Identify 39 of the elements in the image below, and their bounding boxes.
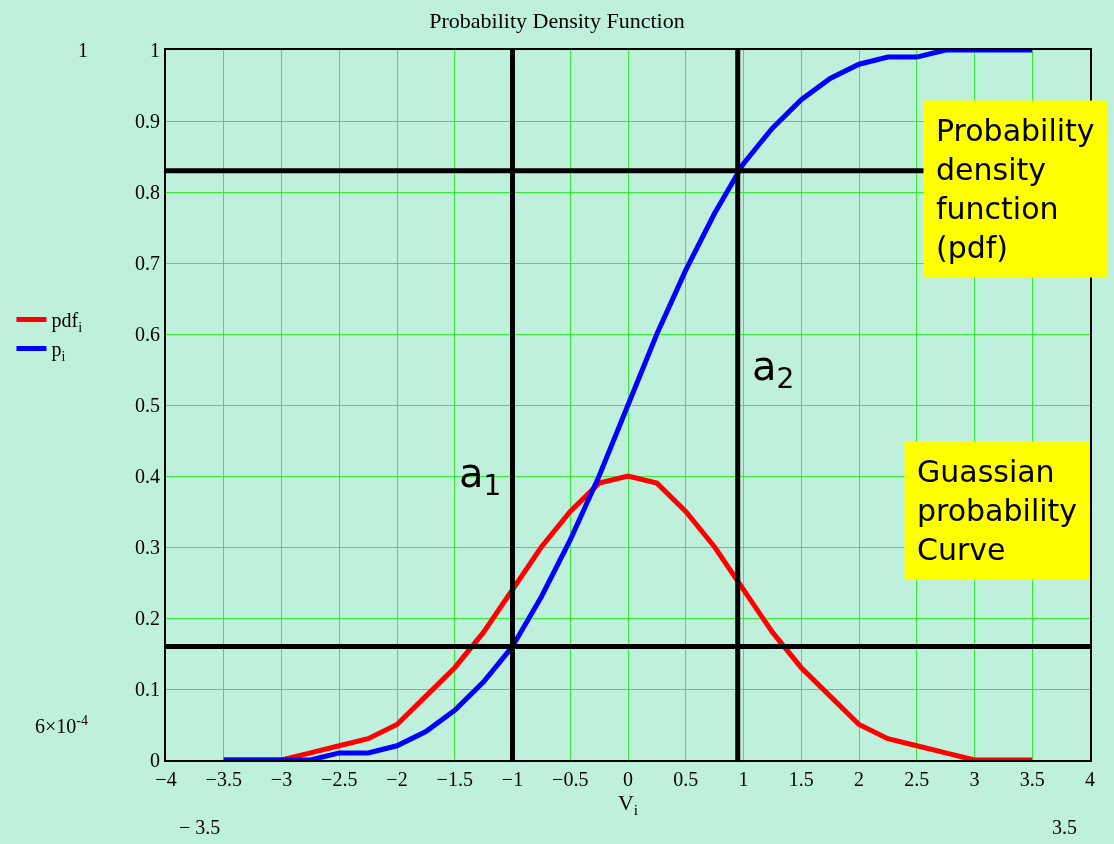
ref-line-label: a$_{2}$ [752,343,795,396]
y-tick-label: 1 [150,39,160,61]
y-tick-label: 0.1 [135,678,160,700]
x-tick-label: 2.5 [904,768,930,790]
x-tick-label: −0.5 [552,768,589,790]
legend-label: p$_{i}$ [51,338,66,364]
x-tick-label: −1.5 [436,768,473,790]
annotation: Guassian probability Curve [917,454,1078,567]
y-tick-label: 0.5 [135,394,160,416]
x-tick-label: 3 [969,768,980,790]
x-tick-label: 4 [1085,768,1095,790]
x-tick-label: 0.5 [673,768,699,790]
x-tick-label: −3 [270,768,293,790]
text: − 3.5 [179,816,221,838]
text: 1 [78,39,88,61]
legend-label: pdf$_{i}$ [51,309,83,335]
x-tick-label: 1.5 [788,768,814,790]
x-tick-label: −4 [155,768,177,790]
y-tick-label: 0.8 [135,181,160,203]
y-tick-label: 0.6 [135,323,160,345]
y-tick-label: 0.4 [135,465,160,487]
text: 6×10$^{-4}$ [35,713,88,738]
y-tick-label: 0 [150,749,160,771]
x-tick-label: −2 [386,768,408,790]
x-tick-label: −2.5 [321,768,358,790]
x-tick-label: 0 [623,768,633,790]
chart-title: Probability Density Function [429,8,685,34]
x-tick-label: 2 [854,768,864,790]
x-tick-label: 1 [738,768,749,790]
x-tick-label: −1 [501,768,524,790]
y-tick-label: 0.9 [135,110,160,132]
x-tick-label: 3.5 [1019,768,1045,790]
x-tick-label: −3.5 [205,768,242,790]
annotation: Probability density function (pdf) [936,113,1095,265]
text: 3.5 [1052,816,1077,838]
y-tick-label: 0.2 [135,607,160,629]
x-axis-title: V$_{i}$ [617,790,639,819]
y-tick-label: 0.7 [135,252,160,274]
y-tick-label: 0.3 [135,536,160,558]
